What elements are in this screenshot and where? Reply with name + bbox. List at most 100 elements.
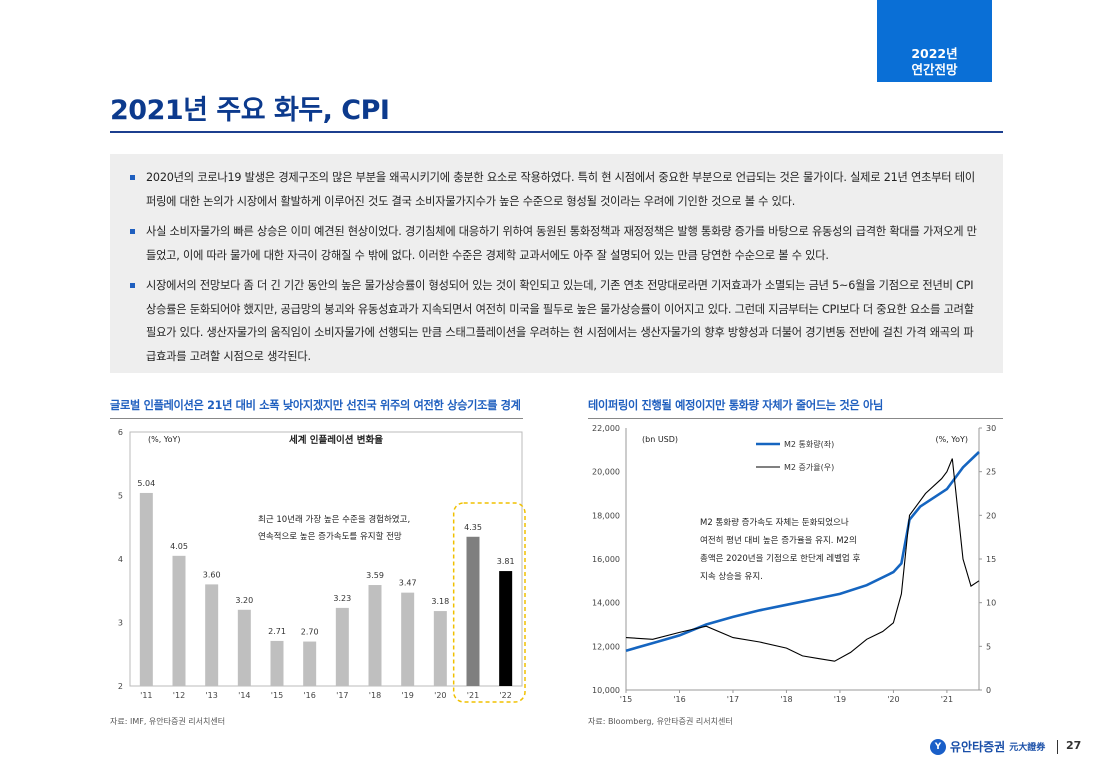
series-line	[625, 451, 980, 652]
left-chart-source: 자료: IMF, 유안타증권 리서치센터	[110, 717, 226, 726]
left-y-tick-label: 10,000	[592, 686, 620, 695]
data-label: 3.23	[333, 594, 351, 603]
data-label: 4.05	[170, 542, 188, 551]
logo-text: 유안타증권	[950, 740, 1006, 754]
x-tick-label: '20	[434, 691, 446, 700]
bar	[237, 609, 251, 686]
annotation-text: 여전히 평년 대비 높은 증가율을 유지. M2의	[700, 535, 857, 546]
x-tick-label: '22	[499, 691, 511, 700]
plot-frame	[129, 431, 523, 687]
data-label: 5.04	[137, 479, 155, 488]
logo-subtext: 元大證券	[1009, 743, 1046, 753]
annotation-text: 지속 상승을 유지.	[700, 571, 763, 582]
bar	[466, 536, 480, 686]
summary-bullet: 시장에서의 전망보다 좀 더 긴 기간 동안의 높은 물가상승률이 형성되어 있…	[130, 274, 983, 368]
page-number: 27	[1066, 739, 1082, 752]
y-tick-label: 3	[118, 619, 123, 628]
data-label: 3.18	[431, 597, 449, 606]
logo-circle-icon: Y	[930, 738, 946, 755]
bar	[499, 571, 513, 686]
left-y-tick-label: 22,000	[592, 424, 620, 433]
right-y-tick-label: 5	[986, 642, 991, 651]
right-unit-label: (%, YoY)	[935, 435, 968, 444]
right-y-tick-label: 30	[986, 424, 996, 433]
x-tick-label: '11	[140, 691, 152, 700]
page-title: 2021년 주요 화두, CPI	[110, 95, 390, 126]
bar	[433, 611, 447, 686]
x-tick-label: '15	[620, 695, 632, 704]
y-tick-label: 6	[118, 428, 123, 437]
bar	[205, 584, 219, 686]
bar	[172, 555, 186, 686]
summary-box: 2020년의 코로나19 발생은 경제구조의 많은 부분을 왜곡시키기에 충분한…	[110, 154, 1003, 373]
bar	[401, 592, 415, 686]
y-tick-label: 5	[118, 492, 123, 501]
x-tick-label: '19	[401, 691, 413, 700]
highlight-box	[452, 502, 526, 703]
left-y-tick-label: 12,000	[592, 642, 620, 651]
bullet-square-icon	[130, 229, 135, 234]
data-label: 2.71	[268, 627, 286, 636]
x-tick-label: '21	[467, 691, 479, 700]
right-y-tick-label: 25	[986, 468, 996, 477]
tag-subtitle: 연간전망	[911, 62, 958, 77]
report-tag: 2022년 연간전망	[877, 0, 992, 82]
right-y-tick-label: 0	[986, 686, 991, 695]
x-tick-label: '12	[173, 691, 185, 700]
right-chart-caption: 테이퍼링이 진행될 예정이지만 통화량 자체가 줄어드는 것은 아님	[588, 399, 883, 412]
x-tick-label: '14	[238, 691, 250, 700]
data-label: 3.59	[366, 571, 384, 580]
page-number-separator	[1057, 740, 1058, 754]
y-tick-label: 2	[118, 682, 123, 691]
x-tick-label: '18	[369, 691, 381, 700]
m2-line-chart: 10,000 12,000 14,000 16,000 18,000 20,000 22,0…	[592, 424, 996, 704]
annotation-text: M2 통화량 증가속도 자체는 둔화되었으나	[700, 517, 849, 528]
summary-bullet: 사실 소비자물가의 빠른 상승은 이미 예견된 현상이었다. 경기침체에 대응하…	[130, 220, 983, 267]
legend-label: M2 증가율(우)	[784, 463, 834, 472]
x-tick-label: '15	[271, 691, 283, 700]
left-unit-label: (bn USD)	[642, 435, 678, 444]
data-label: 2.70	[301, 628, 319, 637]
unit-label: (%, YoY)	[148, 435, 181, 444]
title-divider	[110, 131, 1003, 133]
left-y-tick-label: 16,000	[592, 555, 620, 564]
inflation-bar-chart: 2 3 4 5 6 (%, YoY) 세계 인플레이션 변화율 5.04 '11 4.05 '12 3…	[118, 428, 526, 703]
chart-title: 세계 인플레이션 변화율	[289, 434, 383, 446]
data-label: 4.35	[464, 523, 482, 532]
bullet-square-icon	[130, 175, 135, 180]
company-logo: Y 유안타증권 元大證券	[930, 738, 1045, 755]
bullet-square-icon	[130, 283, 135, 288]
x-tick-label: '21	[941, 695, 953, 704]
x-tick-label: '18	[780, 695, 792, 704]
annotation-text: 최근 10년래 가장 높은 수준을 경험하였고,	[258, 514, 410, 525]
data-label: 3.81	[497, 557, 515, 566]
x-tick-label: '16	[303, 691, 315, 700]
left-y-tick-label: 14,000	[592, 599, 620, 608]
bullet-text: 시장에서의 전망보다 좀 더 긴 기간 동안의 높은 물가상승률이 형성되어 있…	[146, 279, 974, 363]
data-label: 3.60	[203, 570, 221, 579]
x-tick-label: '16	[673, 695, 685, 704]
bar	[303, 641, 317, 686]
data-label: 3.47	[399, 579, 417, 588]
annotation-text: 연속적으로 높은 증가속도를 유지할 전망	[258, 531, 402, 542]
x-tick-label: '13	[205, 691, 217, 700]
bar	[139, 492, 153, 686]
left-chart-caption: 글로벌 인플레이션은 21년 대비 소폭 낮아지겠지만 선진국 위주의 여전한 …	[110, 399, 521, 412]
right-y-tick-label: 15	[986, 555, 996, 564]
x-tick-label: '20	[887, 695, 899, 704]
legend-label: M2 통화량(좌)	[784, 439, 834, 449]
left-y-tick-label: 18,000	[592, 511, 620, 520]
summary-bullet: 2020년의 코로나19 발생은 경제구조의 많은 부분을 왜곡시키기에 충분한…	[130, 166, 983, 213]
data-label: 3.20	[235, 596, 253, 605]
right-y-tick-label: 10	[986, 599, 996, 608]
left-caption-rule	[110, 418, 523, 419]
right-chart-source: 자료: Bloomberg, 유안타증권 리서치센터	[588, 717, 733, 726]
x-tick-label: '17	[336, 691, 348, 700]
right-y-tick-label: 20	[986, 511, 996, 520]
left-y-tick-label: 20,000	[592, 468, 620, 477]
series-line	[625, 458, 980, 662]
x-tick-label: '19	[834, 695, 846, 704]
bullet-text: 2020년의 코로나19 발생은 경제구조의 많은 부분을 왜곡시키기에 충분한…	[146, 171, 975, 208]
bar	[270, 640, 284, 686]
bar	[335, 607, 349, 686]
